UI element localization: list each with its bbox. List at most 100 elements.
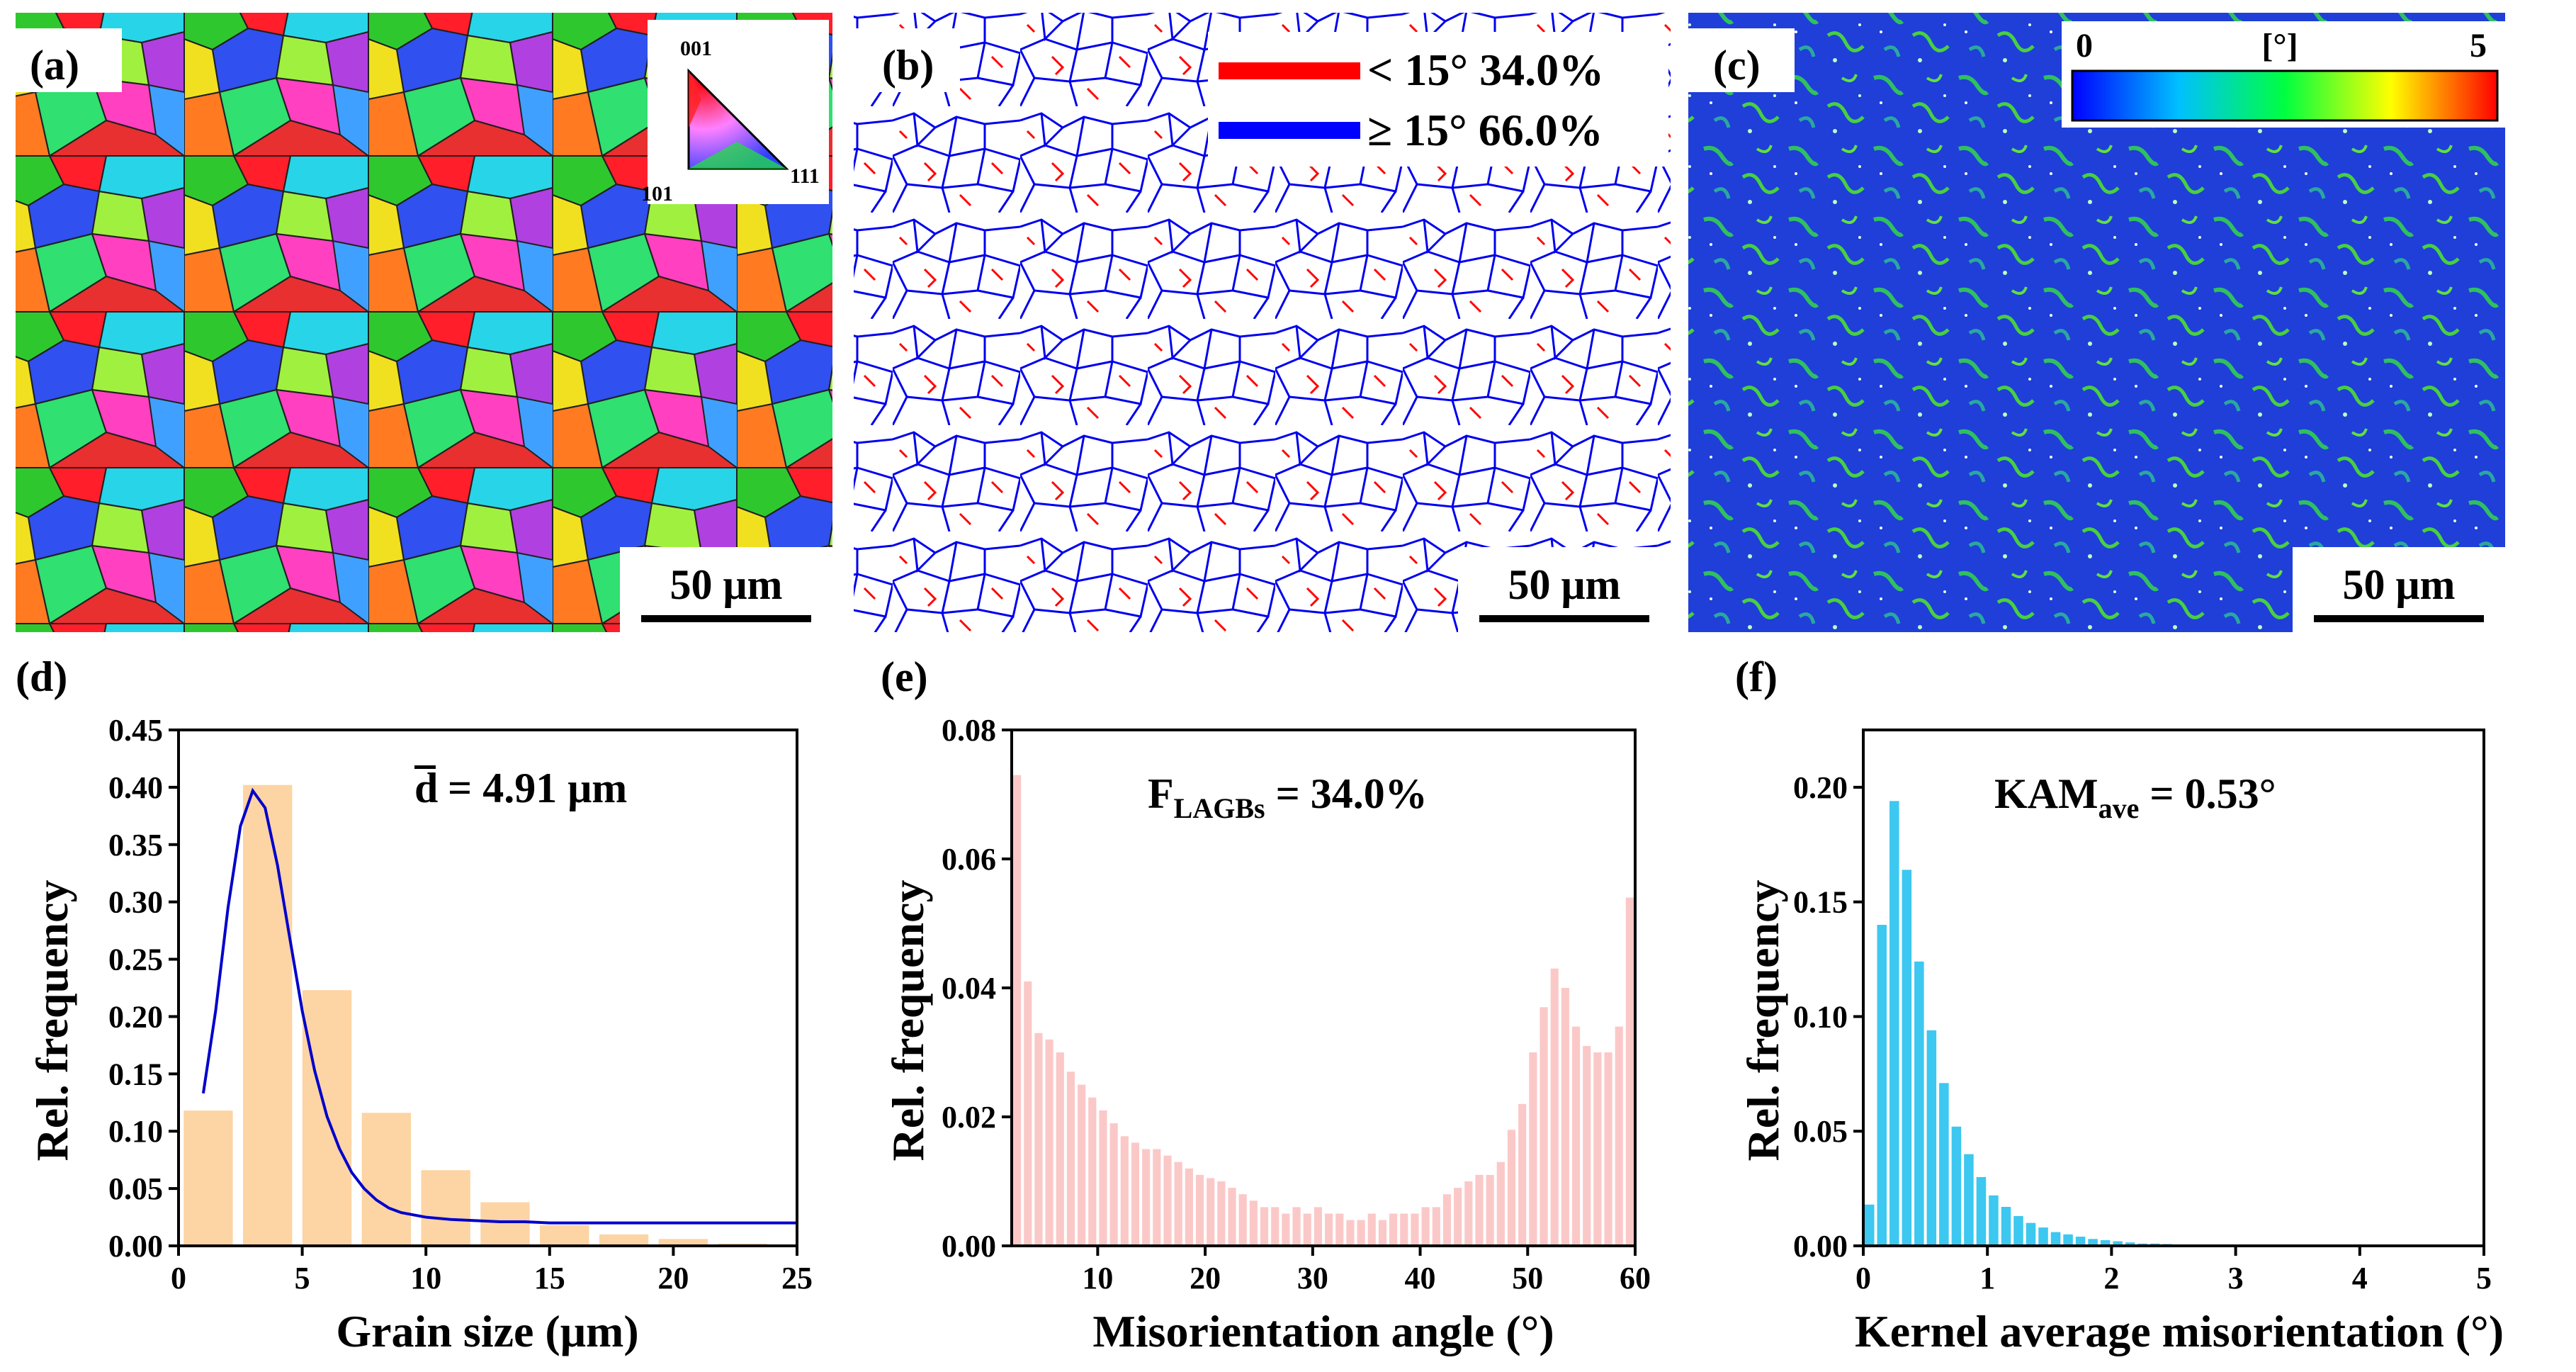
bar-e-23 (1260, 1207, 1269, 1246)
bar-e-31 (1346, 1220, 1355, 1246)
colorbar-max: 5 (2470, 27, 2487, 64)
legend-hagb-swatch (1219, 122, 1360, 139)
ytick-label-e-1: 0.02 (942, 1100, 996, 1135)
bar-f-20 (2113, 1241, 2123, 1246)
ipf-corner-111: 111 (790, 164, 820, 188)
bar-f-16 (2063, 1234, 2073, 1246)
ytick-label-d-4: 0.20 (108, 999, 163, 1034)
bar-d-0 (183, 1110, 233, 1246)
bar-e-18 (1207, 1178, 1215, 1246)
ytick-label-d-7: 0.35 (108, 828, 163, 862)
ytick-label-d-0: 0.00 (108, 1229, 163, 1264)
ytick-label-d-3: 0.15 (108, 1057, 163, 1091)
panel-a-label-box (16, 28, 122, 92)
colorbar-gradient (2071, 69, 2499, 122)
xtick-label-f-2: 2 (2103, 1261, 2119, 1295)
bar-f-3 (1902, 870, 1912, 1246)
bar-e-46 (1507, 1130, 1516, 1246)
bar-e-39 (1432, 1207, 1440, 1246)
ipf-corner-001: 001 (680, 37, 712, 60)
ytick-label-f-3: 0.15 (1793, 885, 1848, 920)
panel-a-label: (a) (30, 42, 79, 89)
ytick-label-d-2: 0.10 (108, 1114, 163, 1149)
ytick-label-e-4: 0.08 (942, 713, 996, 748)
bar-e-35 (1389, 1213, 1398, 1246)
ytick-label-f-4: 0.20 (1793, 770, 1848, 805)
bar-d-1 (243, 785, 293, 1246)
bar-e-49 (1540, 1007, 1548, 1246)
xtick-label-e-4: 50 (1512, 1261, 1543, 1295)
plot-area-e: 10 20 30 40 50 60 0.00 0.02 0.04 0.06 0.08 (942, 713, 1651, 1295)
bar-e-8 (1099, 1110, 1107, 1246)
chart-e: (e) 10 20 30 40 50 60 0.00 0.02 0.04 0.06 0.08 FLA… (881, 653, 1651, 1356)
bar-e-56 (1615, 1026, 1623, 1246)
bar-e-45 (1496, 1162, 1505, 1246)
axes-frame-f (1862, 729, 2485, 1247)
bar-e-32 (1357, 1220, 1365, 1246)
bar-f-10 (1989, 1195, 1999, 1246)
bar-e-52 (1571, 1026, 1581, 1246)
legend-lagb-swatch (1219, 62, 1360, 79)
ipf-legend: 001 101 111 (641, 20, 829, 206)
bar-e-11 (1131, 1142, 1140, 1246)
bar-f-19 (2100, 1239, 2111, 1246)
bar-e-12 (1142, 1149, 1151, 1246)
bar-e-37 (1411, 1213, 1419, 1246)
panel-f-label: (f) (1735, 653, 1778, 700)
colorbar-min: 0 (2076, 27, 2093, 64)
bar-f-5 (1926, 1030, 1937, 1246)
bar-e-28 (1314, 1207, 1322, 1246)
colorbar-unit: [°] (2261, 27, 2298, 64)
bar-f-9 (1976, 1176, 1987, 1246)
bar-e-15 (1174, 1162, 1182, 1246)
ytick-label-f-1: 0.05 (1793, 1114, 1848, 1149)
bar-d-3 (361, 1113, 411, 1246)
kam-colorbar: 0 [°] 5 (2062, 21, 2505, 128)
annotation-d-symbol: d (414, 765, 438, 811)
ylabel-d: Rel. frequency (27, 880, 77, 1162)
bar-f-2 (1889, 801, 1899, 1246)
xtick-label-d-5: 25 (781, 1261, 813, 1295)
bar-e-41 (1454, 1188, 1462, 1246)
bar-e-27 (1303, 1213, 1311, 1246)
bar-e-26 (1292, 1207, 1301, 1246)
xlabel-e: Misorientation angle (°) (1092, 1306, 1554, 1356)
bar-e-5 (1066, 1072, 1075, 1246)
ytick-label-d-8: 0.40 (108, 770, 163, 805)
bar-e-17 (1195, 1174, 1204, 1246)
panel-b: (b) < 15° 34.0% ≥ 15° 66.0% 50 μm (854, 13, 1671, 632)
xtick-label-f-3: 3 (2228, 1261, 2244, 1295)
ytick-label-d-5: 0.25 (108, 943, 163, 977)
xtick-label-e-1: 20 (1190, 1261, 1221, 1295)
bar-f-15 (2050, 1232, 2061, 1246)
scale-bar-c: 50 μm (2293, 547, 2505, 632)
ytick-label-e-0: 0.00 (942, 1229, 996, 1264)
bar-e-30 (1335, 1213, 1344, 1246)
bar-e-14 (1163, 1155, 1172, 1246)
bar-e-40 (1442, 1194, 1452, 1246)
bar-f-12 (2013, 1215, 2023, 1246)
bar-e-57 (1625, 897, 1634, 1246)
bar-e-33 (1367, 1213, 1376, 1246)
bar-e-19 (1217, 1181, 1226, 1246)
xtick-label-d-3: 15 (534, 1261, 565, 1295)
bar-e-3 (1045, 1039, 1053, 1246)
scale-bar-c-label: 50 μm (2343, 561, 2456, 608)
bar-e-50 (1550, 968, 1559, 1246)
bar-f-17 (2075, 1237, 2086, 1246)
panel-a: (a) 001 101 111 50 μm (16, 13, 832, 632)
bar-f-8 (1964, 1154, 1974, 1246)
bar-e-0 (1013, 775, 1022, 1246)
xtick-label-d-4: 20 (657, 1261, 689, 1295)
bar-e-47 (1518, 1103, 1527, 1246)
xlabel-d: Grain size (μm) (336, 1306, 638, 1356)
bar-e-48 (1529, 1052, 1537, 1246)
bar-e-51 (1561, 988, 1569, 1246)
bar-e-34 (1378, 1220, 1387, 1246)
bar-e-6 (1078, 1084, 1086, 1246)
ytick-label-d-9: 0.45 (108, 713, 163, 748)
bar-d-8 (658, 1239, 708, 1246)
axes-frame-d (177, 729, 798, 1247)
legend-lagb-label: < 15° 34.0% (1367, 45, 1604, 95)
